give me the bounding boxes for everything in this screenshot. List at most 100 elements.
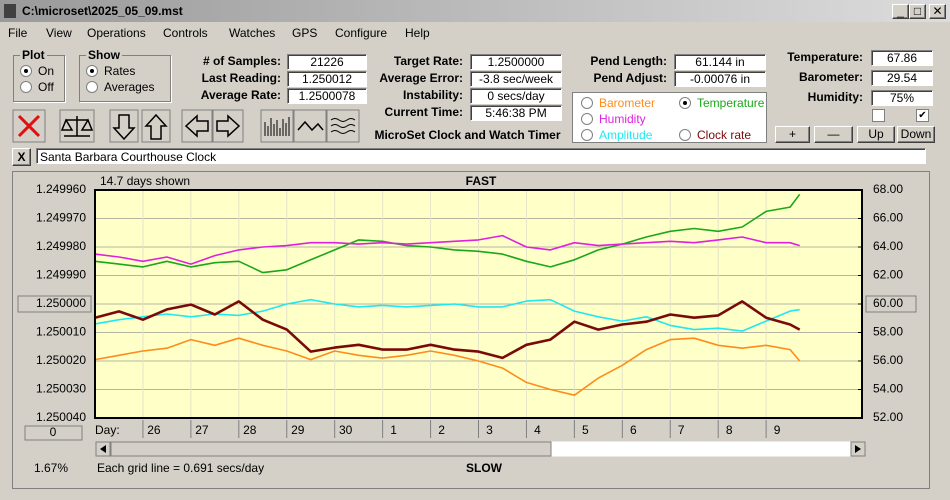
toolbar bbox=[12, 109, 360, 143]
title-bar: C:\microset\2025_05_09.mst _ □ ✕ bbox=[0, 0, 950, 22]
watch-name[interactable]: Santa Barbara Courthouse Clock bbox=[36, 148, 926, 164]
menu-item[interactable]: Configure bbox=[335, 26, 388, 40]
legend-item[interactable]: Humidity bbox=[581, 112, 646, 126]
y2-tick-label: 60.00 bbox=[873, 296, 903, 310]
menu-item[interactable]: GPS bbox=[292, 26, 318, 40]
field-value: -0.00076 in bbox=[674, 71, 766, 87]
grid-note: Each grid line = 0.691 secs/day bbox=[97, 461, 264, 475]
y-tick-label: 1.250010 bbox=[36, 325, 86, 339]
legend-item[interactable]: Amplitude bbox=[581, 128, 652, 142]
y2-tick-label: 64.00 bbox=[873, 239, 903, 253]
field-label: Current Time: bbox=[384, 105, 463, 119]
down-icon bbox=[112, 114, 136, 141]
legend-item[interactable]: Clock rate bbox=[679, 128, 751, 142]
menu-item[interactable]: Watches bbox=[229, 26, 276, 40]
y-tick-label: 1.249970 bbox=[36, 211, 86, 225]
legend-label: Humidity bbox=[599, 112, 646, 126]
window-title: C:\microset\2025_05_09.mst bbox=[22, 4, 183, 18]
up-icon bbox=[144, 113, 168, 140]
scrollbar[interactable] bbox=[94, 440, 867, 458]
radio-option[interactable]: Averages bbox=[86, 80, 154, 94]
legend-radio[interactable] bbox=[581, 113, 593, 125]
close-window[interactable]: ✕ bbox=[929, 4, 946, 19]
bars-icon bbox=[264, 117, 290, 136]
legend-label: Barometer bbox=[599, 96, 656, 110]
field-value: 1.2500078 bbox=[287, 88, 367, 104]
x-tick-label: 26 bbox=[147, 423, 161, 437]
close-watch[interactable]: X bbox=[12, 148, 31, 166]
scale-button[interactable]: Down bbox=[897, 126, 935, 143]
menu-item[interactable]: View bbox=[46, 26, 72, 40]
group-title: Show bbox=[86, 48, 122, 62]
scale-button[interactable]: + bbox=[775, 126, 810, 143]
field-label: Pend Adjust: bbox=[593, 71, 667, 85]
field-label: Pend Length: bbox=[590, 54, 667, 68]
checkbox[interactable]: ✔ bbox=[916, 109, 929, 122]
offset-button[interactable] bbox=[24, 425, 83, 441]
maximize[interactable]: □ bbox=[909, 4, 926, 19]
fast-label: FAST bbox=[466, 174, 497, 188]
checkbox[interactable] bbox=[872, 109, 885, 122]
x-tick-label: 6 bbox=[630, 423, 637, 437]
field-label: Average Error: bbox=[379, 71, 463, 85]
y2-tick-label: 58.00 bbox=[873, 325, 903, 339]
wave-icon bbox=[297, 120, 324, 132]
series-line bbox=[94, 234, 800, 265]
minimize[interactable]: _ bbox=[892, 4, 909, 19]
x-tick-label: 2 bbox=[438, 423, 445, 437]
radio-option[interactable]: Off bbox=[20, 80, 54, 94]
x-tick-label: 9 bbox=[774, 423, 781, 437]
radio-option[interactable]: Rates bbox=[86, 64, 135, 78]
legend-radio[interactable] bbox=[679, 97, 691, 109]
y2-tick-label: 56.00 bbox=[873, 353, 903, 367]
y-center-button bbox=[17, 295, 92, 313]
menu-item[interactable]: File bbox=[8, 26, 28, 40]
status-percent: 1.67% bbox=[34, 461, 68, 475]
legend-item[interactable]: Temperature bbox=[679, 96, 764, 110]
scale-button[interactable]: Up bbox=[857, 126, 895, 143]
y-tick-label: 1.249960 bbox=[36, 182, 86, 196]
radio-button[interactable] bbox=[86, 81, 98, 93]
field-value: 75% bbox=[871, 90, 933, 106]
legend-radio[interactable] bbox=[581, 129, 593, 141]
offset-button-label: 0 bbox=[50, 425, 57, 439]
radio-label: Averages bbox=[104, 80, 155, 94]
legend-radio[interactable] bbox=[679, 129, 691, 141]
field-label: Instability: bbox=[402, 88, 463, 102]
field-value: 0 secs/day bbox=[470, 88, 562, 104]
menu-item[interactable]: Help bbox=[405, 26, 430, 40]
y2-tick-label: 54.00 bbox=[873, 382, 903, 396]
series-line bbox=[94, 300, 801, 360]
y-tick-label: 1.250020 bbox=[36, 353, 86, 367]
trace-selector: Barometer Temperature Humidity Amplitude Clo… bbox=[572, 92, 767, 143]
y-tick-label: 1.249980 bbox=[36, 239, 86, 253]
x-tick-label: 29 bbox=[291, 423, 305, 437]
y-tick-label: 1.249990 bbox=[36, 268, 86, 282]
radio-button[interactable] bbox=[86, 65, 98, 77]
legend-radio[interactable] bbox=[581, 97, 593, 109]
app-icon bbox=[4, 4, 16, 18]
menu-item[interactable]: Controls bbox=[163, 26, 208, 40]
clear-icon bbox=[17, 114, 41, 138]
scale-button[interactable]: — bbox=[814, 126, 853, 143]
radio-option[interactable]: On bbox=[20, 64, 54, 78]
caption: MicroSet Clock and Watch Timer bbox=[374, 128, 561, 142]
group-title: Plot bbox=[20, 48, 47, 62]
field-label: Barometer: bbox=[798, 70, 863, 84]
show-group: Show Rates Averages bbox=[79, 48, 171, 102]
field-label: Humidity: bbox=[807, 90, 863, 104]
x-tick-label: 4 bbox=[534, 423, 541, 437]
slow-label: SLOW bbox=[466, 461, 503, 475]
radio-label: Off bbox=[38, 80, 54, 94]
menu-item[interactable]: Operations bbox=[87, 26, 146, 40]
radio-button[interactable] bbox=[20, 65, 32, 77]
days-shown: 14.7 days shown bbox=[100, 174, 190, 188]
field-value: 67.86 bbox=[871, 50, 933, 66]
legend-label: Amplitude bbox=[599, 128, 653, 142]
y2-center-button bbox=[865, 295, 917, 313]
y2-tick-label: 52.00 bbox=[873, 410, 903, 424]
radio-button[interactable] bbox=[20, 81, 32, 93]
legend-item[interactable]: Barometer bbox=[581, 96, 655, 110]
y2-tick-label: 68.00 bbox=[873, 182, 903, 196]
x-tick-label: 8 bbox=[726, 423, 733, 437]
